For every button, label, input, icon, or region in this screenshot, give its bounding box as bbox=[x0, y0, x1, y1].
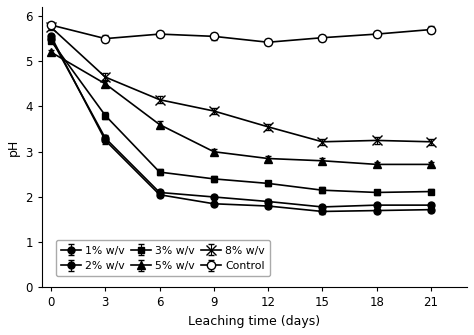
Y-axis label: pH: pH bbox=[7, 139, 20, 156]
Legend: 1% w/v, 2% w/v, 3% w/v, 5% w/v, 8% w/v, Control: 1% w/v, 2% w/v, 3% w/v, 5% w/v, 8% w/v, … bbox=[56, 240, 270, 276]
X-axis label: Leaching time (days): Leaching time (days) bbox=[189, 315, 320, 328]
